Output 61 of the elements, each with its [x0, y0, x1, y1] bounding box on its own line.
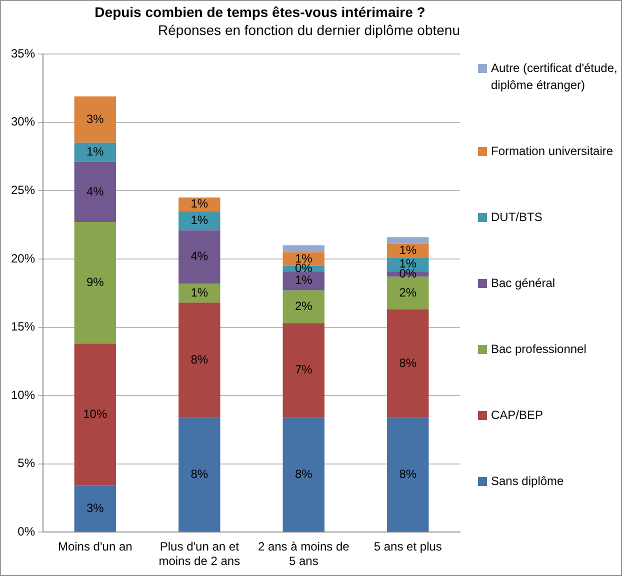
- y-tick-label: 20%: [10, 251, 36, 266]
- bar: [74, 344, 116, 486]
- bar: [74, 96, 116, 143]
- bar: [178, 211, 220, 230]
- legend-label: Autre (certificat d'étude, diplôme étranger): [491, 60, 618, 94]
- legend-label: Sans diplôme: [491, 473, 564, 490]
- data-label: 2%: [399, 285, 417, 300]
- bar: [387, 309, 429, 418]
- data-label: 3%: [86, 112, 104, 126]
- bar: [178, 302, 220, 418]
- legend-label: Bac général: [491, 275, 556, 292]
- bar: [178, 284, 220, 303]
- bar: [282, 245, 324, 252]
- legend-label: CAP/BEP: [491, 407, 544, 424]
- chart-subtitle: Réponses en fonction du dernier diplôme obtenu: [157, 22, 460, 38]
- data-label: 1%: [190, 213, 208, 227]
- data-label: 2%: [294, 299, 313, 314]
- data-label: 8%: [190, 466, 208, 481]
- data-label: 1%: [190, 285, 208, 300]
- x-tick-label: Moins d'un an: [58, 540, 132, 554]
- y-tick-label: 30%: [10, 114, 36, 129]
- x-tick-label: Plus d'un an et moins de 2 ans: [158, 540, 240, 568]
- bar: [74, 222, 116, 344]
- data-label: 3%: [86, 501, 104, 516]
- y-tick-label: 25%: [10, 182, 36, 197]
- bar: [282, 290, 324, 324]
- chart-title: Depuis combien de temps êtes-vous intérimaire ?: [94, 4, 426, 20]
- data-label: 1%: [399, 243, 417, 258]
- data-label: 8%: [190, 352, 208, 366]
- y-tick-label: 10%: [10, 388, 36, 402]
- bar: [282, 417, 324, 532]
- bar: [282, 323, 324, 418]
- data-label: 1%: [190, 196, 208, 211]
- data-label: 4%: [86, 184, 104, 198]
- data-label: 1%: [86, 144, 104, 159]
- data-label: 8%: [294, 466, 313, 481]
- y-tick-label: 5%: [18, 456, 36, 470]
- y-tick-label: 15%: [10, 320, 36, 334]
- y-tick-label: 35%: [10, 46, 36, 60]
- bar: [74, 162, 116, 222]
- bar: [387, 237, 429, 244]
- legend-label: Formation universitaire: [491, 143, 614, 160]
- bar: [387, 276, 429, 310]
- data-label: 8%: [399, 466, 417, 481]
- data-label: 8%: [399, 356, 417, 370]
- y-tick-label: 0%: [18, 524, 36, 539]
- bar: [178, 230, 220, 284]
- data-label: 1%: [294, 273, 313, 288]
- data-label: 9%: [86, 275, 104, 290]
- legend-label: DUT/BTS: [491, 209, 542, 226]
- x-tick-label: 2 ans à moins de 5 ans: [258, 540, 350, 568]
- data-label: 4%: [190, 249, 208, 264]
- bar: [74, 486, 116, 532]
- data-label: 10%: [83, 407, 108, 422]
- bar: [178, 417, 220, 532]
- x-tick-label: 5 ans et plus: [374, 540, 442, 554]
- bar: [74, 142, 116, 162]
- bar: [387, 417, 429, 532]
- data-label: 7%: [294, 362, 313, 377]
- legend-label: Bac professionnel: [491, 341, 586, 358]
- bar: [282, 271, 324, 290]
